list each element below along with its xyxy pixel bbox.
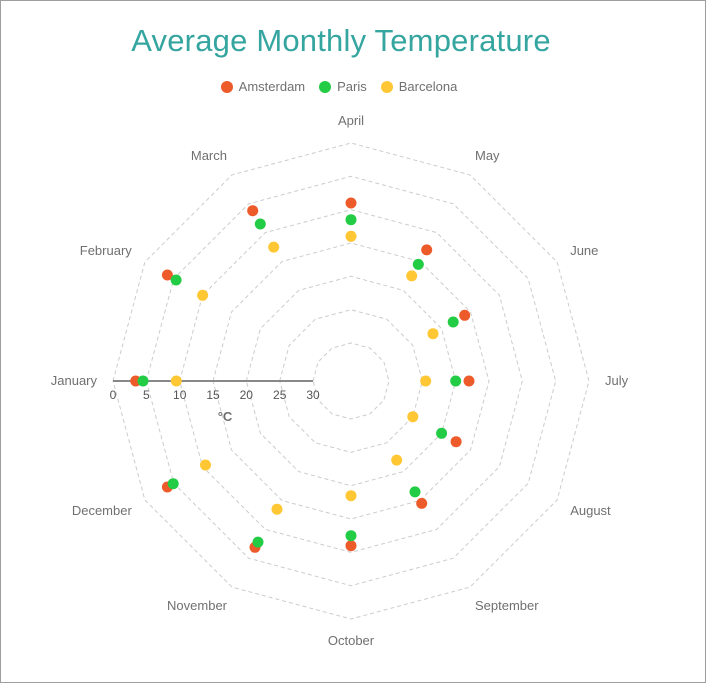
legend-label: Paris xyxy=(337,79,367,94)
grid-ring-6 xyxy=(312,342,390,420)
legend-swatch xyxy=(380,80,393,93)
month-label-october: October xyxy=(328,633,375,648)
data-point-barcelona-february xyxy=(197,289,209,301)
legend-item-0[interactable]: Amsterdam xyxy=(220,79,306,94)
data-point-barcelona-december xyxy=(200,459,211,471)
tick-label-0: 0 xyxy=(110,388,117,402)
unit-label: °C xyxy=(218,409,233,424)
data-point-paris-november xyxy=(252,536,264,548)
month-label-september: September xyxy=(475,598,539,613)
legend-item-2[interactable]: Barcelona xyxy=(380,79,458,94)
tick-label-4: 20 xyxy=(240,388,254,402)
legend-label: Barcelona xyxy=(398,79,458,94)
data-point-paris-august xyxy=(436,427,448,439)
tick-label-1: 5 xyxy=(143,388,150,402)
month-label-may: May xyxy=(475,148,500,163)
data-point-barcelona-october xyxy=(345,490,357,502)
data-point-amsterdam-march xyxy=(247,205,259,217)
data-point-barcelona-january xyxy=(170,375,182,387)
chart-legend: Amsterdam Paris Barcelona xyxy=(1,79,677,94)
tick-label-3: 15 xyxy=(206,388,220,402)
legend-label: Amsterdam xyxy=(238,79,306,94)
month-label-april: April xyxy=(338,113,364,128)
data-point-amsterdam-october xyxy=(345,540,357,552)
data-point-amsterdam-september xyxy=(416,497,428,509)
month-label-july: July xyxy=(605,373,629,388)
data-point-amsterdam-august xyxy=(450,436,462,448)
grid-ring-5 xyxy=(279,309,423,453)
data-point-amsterdam-may xyxy=(421,244,433,256)
data-point-paris-may xyxy=(412,258,424,270)
chart-title: Average Monthly Temperature xyxy=(131,23,551,58)
month-label-august: August xyxy=(570,503,611,518)
data-point-amsterdam-february xyxy=(161,269,173,281)
data-point-amsterdam-april xyxy=(345,197,357,209)
month-label-december: December xyxy=(72,503,133,518)
data-point-paris-june xyxy=(447,316,459,328)
data-point-barcelona-september xyxy=(391,454,403,466)
data-point-barcelona-april xyxy=(345,230,357,242)
data-point-barcelona-june xyxy=(427,328,439,340)
legend-item-1[interactable]: Paris xyxy=(319,79,367,94)
month-label-june: June xyxy=(570,243,598,258)
tick-label-2: 10 xyxy=(173,388,187,402)
data-point-paris-december xyxy=(167,478,179,490)
data-point-barcelona-august xyxy=(407,411,419,423)
grid-ring-1 xyxy=(145,175,557,587)
data-point-paris-april xyxy=(345,214,357,226)
data-point-paris-march xyxy=(254,218,266,230)
grid-ring-3 xyxy=(212,242,490,520)
data-point-amsterdam-july xyxy=(463,375,475,387)
data-point-paris-october xyxy=(345,530,357,542)
tick-label-5: 25 xyxy=(273,388,287,402)
month-label-january: January xyxy=(51,373,98,388)
data-point-barcelona-may xyxy=(406,270,418,282)
data-point-paris-february xyxy=(170,274,182,286)
grid-ring-0 xyxy=(112,142,590,620)
data-point-paris-january xyxy=(137,375,149,387)
data-point-barcelona-july xyxy=(420,375,432,387)
month-label-february: February xyxy=(80,243,133,258)
data-point-paris-september xyxy=(409,486,421,498)
data-point-paris-july xyxy=(450,375,462,387)
data-point-amsterdam-june xyxy=(459,309,471,321)
month-label-march: March xyxy=(191,148,227,163)
legend-swatch xyxy=(319,80,332,93)
legend-swatch xyxy=(220,80,233,93)
grid-ring-2 xyxy=(179,209,523,553)
month-label-november: November xyxy=(167,598,228,613)
tick-label-6: 30 xyxy=(306,388,320,402)
data-point-barcelona-march xyxy=(268,241,280,253)
data-point-barcelona-november xyxy=(271,503,283,515)
